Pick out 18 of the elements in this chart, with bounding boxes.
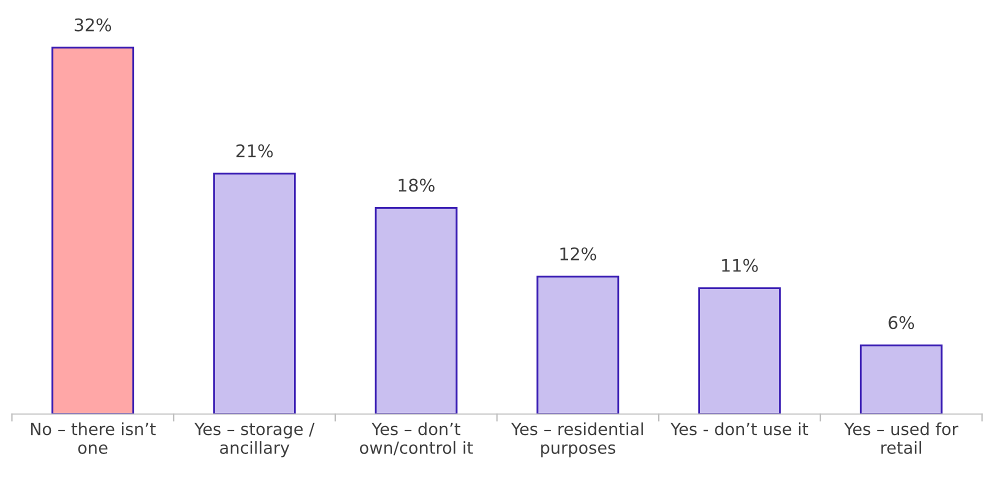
- bar: [536, 276, 620, 414]
- data-label: 12%: [560, 247, 596, 260]
- data-label: 32%: [74, 18, 112, 32]
- x-tick-label: Yes - don’t use it: [670, 422, 808, 436]
- bar: [698, 287, 781, 414]
- x-tick-label: No – there isn’t one: [31, 422, 156, 454]
- x-tick-label: Yes – used for retail: [844, 422, 958, 454]
- x-tick-label: Yes – don’t own/control it: [360, 422, 473, 456]
- data-label: 18%: [398, 178, 434, 192]
- bar: [213, 172, 296, 414]
- x-tick-label: Yes – residential purposes: [511, 422, 643, 458]
- bar: [860, 344, 943, 414]
- bar: [374, 207, 458, 414]
- bar: [51, 46, 134, 414]
- data-label: 6%: [888, 316, 914, 330]
- data-label: 21%: [236, 144, 273, 158]
- data-label: 11%: [722, 258, 758, 272]
- x-tick-label: Yes – storage / ancillary: [194, 422, 314, 458]
